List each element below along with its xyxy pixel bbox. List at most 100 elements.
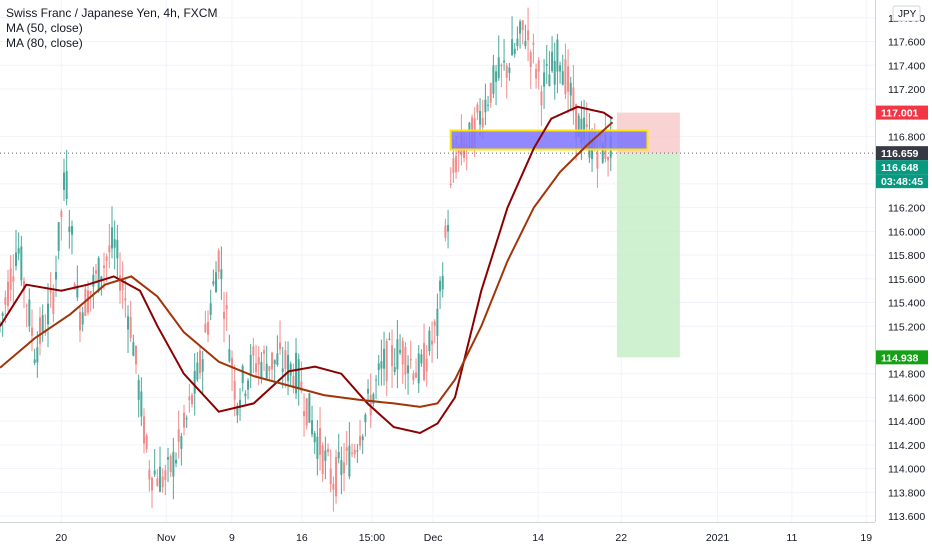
y-tick-label: 116.200 <box>888 203 925 215</box>
candle-body <box>607 156 610 161</box>
candle-body <box>425 358 428 372</box>
candle-body <box>121 279 124 291</box>
candle-body <box>132 342 135 356</box>
candle-body <box>225 305 228 310</box>
candle-body <box>60 211 63 218</box>
candle-body <box>111 227 114 249</box>
candle-body <box>153 470 156 475</box>
candle-body <box>409 358 412 361</box>
candle-body <box>33 359 36 364</box>
candle-body <box>295 352 298 394</box>
x-tick-label: 15:00 <box>359 532 385 544</box>
candle-body <box>17 248 20 254</box>
candle-body <box>415 372 418 378</box>
candle-body <box>553 60 556 85</box>
candle-body <box>36 347 39 363</box>
candle-body <box>89 291 92 294</box>
x-tick-label: 9 <box>229 532 235 544</box>
y-tick-label: 114.800 <box>888 369 925 381</box>
candle-body <box>321 445 324 475</box>
candle-body <box>196 362 199 380</box>
candle-body <box>49 289 52 293</box>
candle-body <box>39 317 42 344</box>
candle-body <box>151 477 154 491</box>
candle-body <box>209 303 212 315</box>
candle-body <box>180 435 183 449</box>
candle-body <box>492 65 495 94</box>
candle-body <box>329 468 332 485</box>
candle-body <box>236 405 239 416</box>
target-zone <box>616 153 680 358</box>
candle-body <box>559 65 562 72</box>
candle-body <box>281 368 284 372</box>
candle-body <box>585 124 588 128</box>
candle-body <box>385 340 388 382</box>
candle-body <box>191 394 194 405</box>
candle-body <box>535 68 538 79</box>
candle-body <box>57 222 60 251</box>
candle-body <box>161 476 164 488</box>
x-tick-label: 14 <box>532 532 544 544</box>
candle-body <box>545 64 548 66</box>
candle-body <box>276 353 279 365</box>
price-label-box <box>876 174 928 189</box>
candle-body <box>524 41 527 47</box>
candle-body <box>513 48 516 54</box>
candle-body <box>335 456 338 497</box>
candle-body <box>287 355 290 381</box>
ma-line <box>0 121 614 408</box>
candle-body <box>404 346 407 375</box>
candle-body <box>303 411 306 417</box>
candle-body <box>484 99 487 113</box>
candle-body <box>284 350 287 370</box>
candle-body <box>279 342 282 350</box>
candle-body <box>345 447 348 451</box>
candle-body <box>532 42 535 45</box>
candle-body <box>583 117 586 140</box>
candle-body <box>495 71 498 82</box>
candle-body <box>204 323 207 333</box>
candle-body <box>308 393 311 423</box>
candle-body <box>391 345 394 367</box>
candle-body <box>201 359 204 372</box>
candle-body <box>441 276 444 290</box>
price-label-box <box>876 105 928 120</box>
candle-body <box>172 451 175 477</box>
price-label: 116.659 <box>881 148 919 160</box>
y-tick-label: 117.400 <box>888 60 925 72</box>
candle-body <box>572 87 575 111</box>
candle-body <box>81 312 84 325</box>
y-tick-label: 114.600 <box>888 392 925 404</box>
candle-body <box>273 359 276 365</box>
candle-body <box>452 158 455 174</box>
ma-line <box>0 105 614 435</box>
x-tick-label: 16 <box>296 532 308 544</box>
candle-body <box>140 391 143 417</box>
candle-body <box>55 272 58 280</box>
candle-body <box>185 418 188 420</box>
candle-body <box>433 321 436 326</box>
candle-body <box>564 59 567 95</box>
y-tick-label: 115.200 <box>888 321 925 333</box>
candle-body <box>289 363 292 376</box>
x-tick-label: Nov <box>157 532 176 544</box>
candle-body <box>505 65 508 78</box>
candle-body <box>377 363 380 371</box>
candle-body <box>167 457 170 460</box>
candle-body <box>428 330 431 352</box>
candle-body <box>28 299 31 327</box>
candle-body <box>396 339 399 370</box>
candle-body <box>343 462 346 474</box>
candle-body <box>399 350 402 353</box>
resistance-zone <box>449 129 649 151</box>
candle-body <box>327 448 330 453</box>
currency-badge-box <box>892 5 921 22</box>
chart-legend: Swiss Franc / Japanese Yen, 4h, FXCM MA … <box>6 6 217 51</box>
candle-body <box>100 276 103 282</box>
legend-symbol: Swiss Franc / Japanese Yen, 4h, FXCM <box>6 6 218 20</box>
candle-body <box>135 345 138 365</box>
candle-body <box>359 436 362 446</box>
candle-body <box>561 71 564 85</box>
